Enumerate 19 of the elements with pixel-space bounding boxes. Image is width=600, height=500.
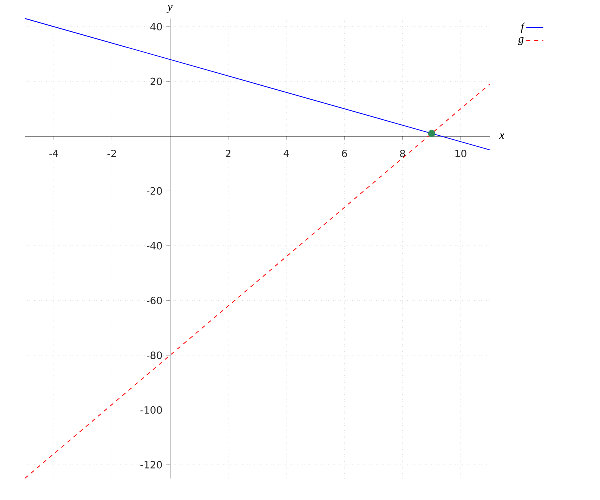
y-axis-title: y [166,5,173,14]
x-tick-label: 6 [342,150,348,158]
legend-label: g [518,37,524,46]
x-axis-title: x [499,134,505,140]
x-tick-label: -2 [108,150,116,158]
x-tick-label: 4 [284,150,290,158]
y-tick-label: -20 [147,187,162,195]
x-tick-label: 8 [400,150,406,158]
x-tick-label: 10 [456,150,467,158]
y-tick-label: -100 [140,406,162,414]
x-tick-label: 2 [226,150,231,158]
y-tick-label: -40 [147,242,162,250]
legend-label: f [521,22,526,34]
y-tick-label: -60 [147,296,162,304]
y-tick-label: -80 [147,352,162,360]
x-tick-label: -4 [50,150,58,158]
y-tick-label: 20 [150,78,162,86]
y-tick-label: -120 [140,461,162,469]
y-tick-label: 40 [150,23,162,31]
